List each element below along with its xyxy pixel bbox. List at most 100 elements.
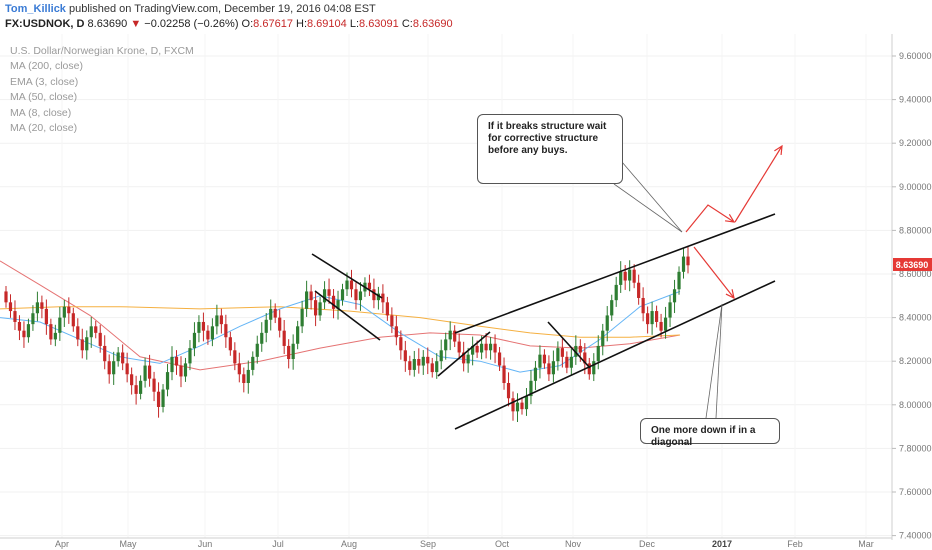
chart-background bbox=[0, 34, 932, 550]
legend-ema3[interactable]: EMA (3, close) bbox=[10, 75, 79, 88]
legend-ma8[interactable]: MA (8, close) bbox=[10, 106, 72, 119]
candle-body bbox=[76, 326, 80, 340]
candle-body bbox=[480, 343, 484, 353]
trend-line[interactable] bbox=[547, 321, 591, 369]
callout-diagonal[interactable]: One more down if in a diagonal bbox=[640, 418, 780, 448]
close-value: 8.63690 bbox=[412, 18, 453, 30]
price-tick-label: 7.40000 bbox=[899, 531, 932, 541]
legend-ma50[interactable]: MA (50, close) bbox=[10, 91, 78, 104]
candle-body bbox=[637, 282, 641, 298]
candle-body bbox=[26, 324, 31, 338]
candle-body bbox=[71, 313, 75, 327]
time-tick-label: Feb bbox=[787, 539, 803, 549]
last-price: 8.63690 bbox=[87, 18, 128, 30]
trend-line[interactable] bbox=[314, 290, 381, 341]
candle-body bbox=[471, 345, 475, 355]
candle-body bbox=[358, 291, 363, 301]
candle-body bbox=[246, 369, 250, 383]
callout-break-structure[interactable]: If it breaks structure wait for correcti… bbox=[477, 114, 623, 184]
callout-pointer-top-a bbox=[613, 183, 683, 233]
candle-body bbox=[497, 352, 502, 366]
candle-body bbox=[8, 302, 13, 312]
candle-body bbox=[53, 332, 57, 340]
down-arrow-icon: ▼ bbox=[130, 18, 142, 30]
ma-line bbox=[0, 306, 681, 338]
candle-body bbox=[197, 321, 201, 333]
time-tick-label: May bbox=[119, 539, 137, 549]
price-axis[interactable]: 9.60000 9.40000 9.20000 9.00000 8.80000 8.600… bbox=[892, 51, 932, 541]
trend-line[interactable] bbox=[437, 331, 491, 377]
candle-body bbox=[349, 280, 354, 290]
arrow-head bbox=[724, 213, 736, 223]
high-value: 8.69104 bbox=[307, 18, 347, 30]
candle-body bbox=[139, 380, 143, 394]
symbol-quote: FX:USDNOK, D 8.63690 ▼ −0.02258 (−0.26%)… bbox=[5, 18, 453, 30]
time-tick-label: Apr bbox=[55, 539, 69, 549]
candle-body bbox=[587, 363, 591, 375]
projection-arrow[interactable] bbox=[734, 145, 783, 223]
time-tick-label: 2017 bbox=[712, 539, 732, 549]
arrow-head bbox=[725, 289, 735, 300]
publish-info: Tom_Killick published on TradingView.com… bbox=[5, 3, 376, 15]
last-price-tag: 8.63690 bbox=[896, 260, 929, 270]
time-tick-label: Dec bbox=[639, 539, 656, 549]
candle-body bbox=[260, 332, 264, 344]
price-chart[interactable]: 9.60000 9.40000 9.20000 9.00000 8.80000 8.600… bbox=[0, 34, 932, 550]
legend-ma20[interactable]: MA (20, close) bbox=[10, 122, 78, 135]
candle-body bbox=[340, 289, 345, 301]
candle-body bbox=[556, 348, 560, 362]
candle-body bbox=[17, 321, 22, 331]
low-label: L: bbox=[349, 18, 360, 30]
candle-body bbox=[605, 315, 609, 331]
trend-line[interactable] bbox=[311, 253, 383, 299]
projection-arrow[interactable] bbox=[685, 204, 735, 233]
candle-body bbox=[107, 361, 111, 375]
candle-body bbox=[282, 330, 286, 346]
candle-body bbox=[672, 289, 677, 303]
candle-body bbox=[269, 308, 273, 320]
candle-body bbox=[439, 350, 443, 362]
candle-body bbox=[188, 348, 192, 364]
open-value: 8.67617 bbox=[253, 18, 293, 30]
candle-body bbox=[44, 308, 48, 325]
candle-body bbox=[31, 313, 35, 325]
candle-body bbox=[686, 256, 690, 266]
candle-body bbox=[318, 302, 322, 316]
arrow-head bbox=[774, 144, 783, 156]
price-tick-label: 8.60000 bbox=[899, 269, 932, 279]
candle-body bbox=[628, 269, 632, 281]
legend-ma200[interactable]: MA (200, close) bbox=[10, 60, 83, 73]
candle-body bbox=[502, 365, 506, 383]
candle-body bbox=[583, 352, 587, 364]
time-axis[interactable]: Apr May Jun Jul Aug Sep Oct Nov Dec 2017 Feb Mar bbox=[55, 539, 874, 549]
candle-body bbox=[641, 297, 645, 314]
candle-body bbox=[183, 363, 188, 377]
candle-body bbox=[426, 356, 430, 364]
author-link[interactable]: Tom_Killick bbox=[5, 3, 66, 15]
candle-body bbox=[58, 317, 62, 333]
candle-body bbox=[677, 271, 681, 290]
candle-body bbox=[40, 302, 44, 309]
candle-body bbox=[565, 356, 569, 368]
candle-body bbox=[112, 361, 116, 375]
last-price-badge bbox=[893, 258, 932, 271]
candle-body bbox=[4, 291, 8, 303]
candle-body bbox=[619, 271, 623, 285]
chart-legend: U.S. Dollar/Norwegian Krone, D, FXCM MA … bbox=[10, 44, 194, 136]
candle-body bbox=[403, 350, 407, 362]
projection-arrow[interactable] bbox=[693, 246, 735, 299]
candle-body bbox=[322, 289, 327, 303]
candle-body bbox=[646, 313, 650, 325]
candle-body bbox=[632, 269, 636, 283]
candle-body bbox=[201, 321, 206, 331]
candle-body bbox=[251, 356, 255, 370]
price-tick-label: 7.60000 bbox=[899, 487, 932, 497]
candle-body bbox=[435, 361, 439, 373]
price-tick-label: 9.40000 bbox=[899, 95, 932, 105]
candle-body bbox=[300, 308, 304, 327]
candle-body bbox=[444, 339, 448, 351]
trend-line[interactable] bbox=[454, 213, 776, 334]
candle-body bbox=[376, 293, 381, 301]
price-change: −0.02258 (−0.26%) bbox=[144, 18, 239, 30]
candle-body bbox=[659, 321, 663, 331]
